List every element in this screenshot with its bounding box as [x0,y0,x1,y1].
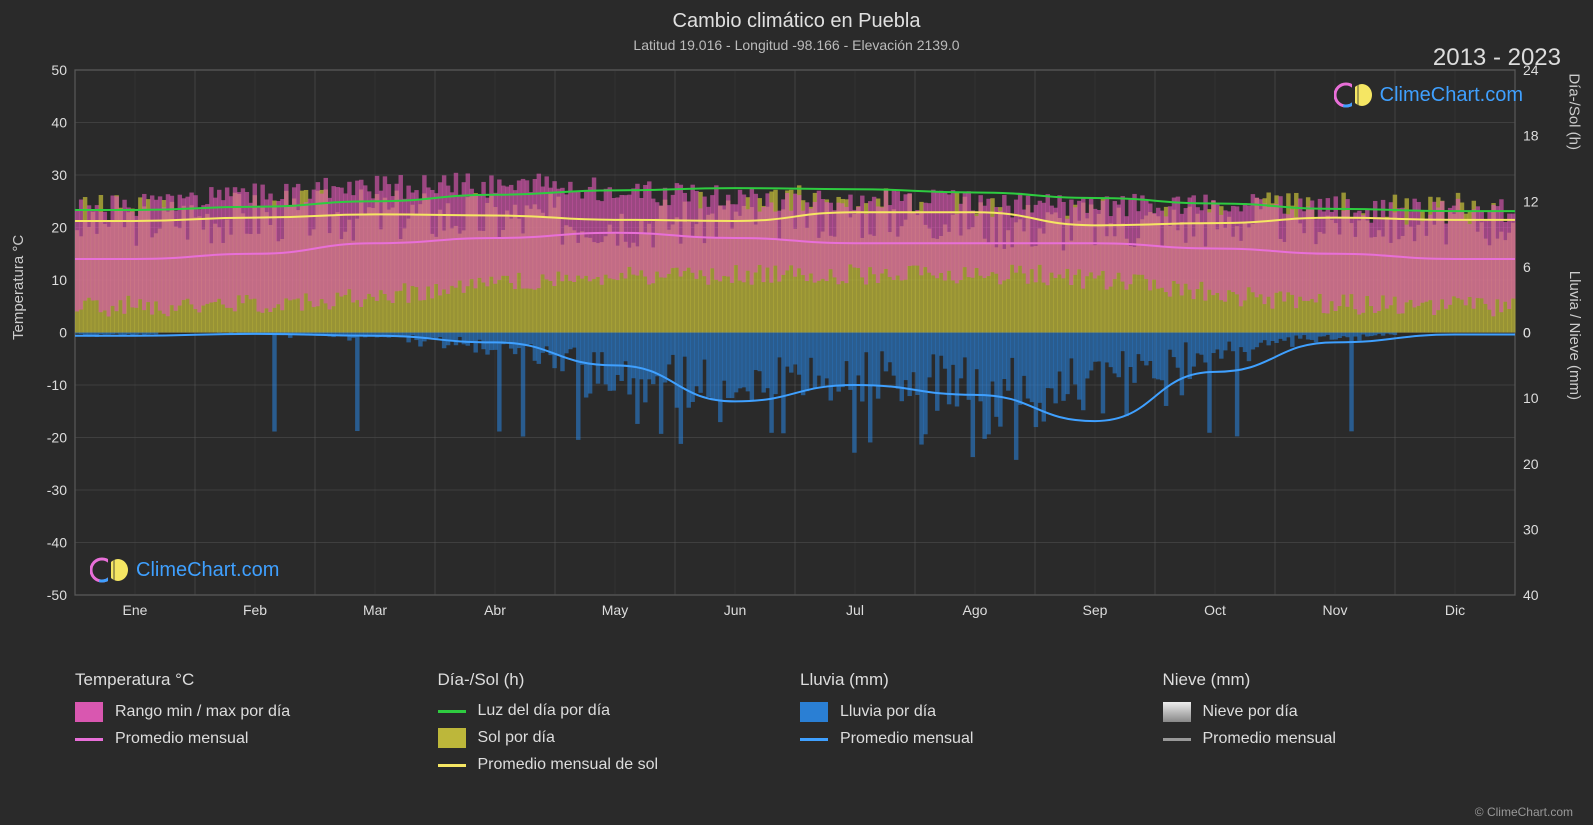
swatch-snow-avg [1163,738,1191,741]
svg-text:10: 10 [1523,390,1539,406]
svg-text:20: 20 [51,220,67,236]
svg-text:18: 18 [1523,128,1539,144]
watermark-text: ClimeChart.com [136,559,279,582]
svg-text:Ago: Ago [963,602,988,618]
svg-text:0: 0 [59,325,67,341]
swatch-daylight [438,710,466,713]
svg-text:Oct: Oct [1204,602,1226,618]
legend-item: Luz del día por día [438,702,791,720]
legend-item: Promedio mensual [1163,730,1516,748]
legend-item: Promedio mensual [800,730,1153,748]
svg-text:6: 6 [1523,259,1531,275]
watermark-top: ClimeChart.com [1334,80,1523,110]
legend-label: Promedio mensual [840,730,973,748]
logo-icon [90,555,130,585]
legend-label: Promedio mensual [1203,730,1336,748]
swatch-rain-avg [800,738,828,741]
svg-text:30: 30 [51,167,67,183]
legend-item: Lluvia por día [800,702,1153,722]
chart-svg: 50403020100-10-20-30-40-5024181260010203… [75,70,1515,625]
legend-item: Sol por día [438,728,791,748]
legend-label: Nieve por día [1203,703,1298,721]
watermark-text: ClimeChart.com [1380,84,1523,107]
legend-header-temp: Temperatura °C [75,670,428,690]
legend-label: Rango min / max por día [115,703,290,721]
svg-text:10: 10 [51,272,67,288]
legend-item: Promedio mensual de sol [438,756,791,774]
legend-header-snow: Nieve (mm) [1163,670,1516,690]
legend-label: Promedio mensual de sol [478,756,659,774]
legend-label: Sol por día [478,729,555,747]
legend-col-rain: Lluvia (mm) Lluvia por día Promedio mens… [800,670,1153,774]
legend-header-day: Día-/Sol (h) [438,670,791,690]
legend-label: Luz del día por día [478,702,611,720]
svg-text:-40: -40 [47,535,67,551]
swatch-temp-range [75,702,103,722]
legend-item: Promedio mensual [75,730,428,748]
svg-text:12: 12 [1523,193,1539,209]
svg-text:Nov: Nov [1323,602,1348,618]
y-axis-left-label: Temperatura °C [10,235,27,340]
legend-header-rain: Lluvia (mm) [800,670,1153,690]
svg-text:0: 0 [1523,325,1531,341]
legend-item: Nieve por día [1163,702,1516,722]
legend: Temperatura °C Rango min / max por día P… [75,670,1515,774]
legend-col-snow: Nieve (mm) Nieve por día Promedio mensua… [1163,670,1516,774]
svg-text:40: 40 [1523,587,1539,603]
svg-text:Mar: Mar [363,602,387,618]
svg-text:50: 50 [51,62,67,78]
svg-text:-50: -50 [47,587,67,603]
svg-text:Ene: Ene [123,602,148,618]
svg-text:30: 30 [1523,521,1539,537]
legend-item: Rango min / max por día [75,702,428,722]
y-axis-right-bottom-label: Lluvia / Nieve (mm) [1566,271,1583,400]
legend-label: Promedio mensual [115,730,248,748]
svg-text:Feb: Feb [243,602,267,618]
logo-icon [1334,80,1374,110]
svg-text:Sep: Sep [1083,602,1108,618]
legend-label: Lluvia por día [840,703,936,721]
svg-text:24: 24 [1523,62,1539,78]
svg-text:Jun: Jun [724,602,747,618]
svg-text:-30: -30 [47,482,67,498]
svg-text:-10: -10 [47,377,67,393]
svg-text:Jul: Jul [846,602,864,618]
swatch-rain [800,702,828,722]
swatch-sun [438,728,466,748]
legend-col-temp: Temperatura °C Rango min / max por día P… [75,670,428,774]
y-axis-right-top-label: Día-/Sol (h) [1566,73,1583,150]
chart-title: Cambio climático en Puebla [0,0,1593,33]
svg-text:-20: -20 [47,430,67,446]
swatch-sun-avg [438,764,466,767]
copyright: © ClimeChart.com [1475,805,1573,819]
chart-container: Cambio climático en Puebla Latitud 19.01… [0,0,1593,825]
plot-area: 50403020100-10-20-30-40-5024181260010203… [75,70,1515,625]
swatch-snow [1163,702,1191,722]
svg-text:20: 20 [1523,456,1539,472]
watermark-bottom: ClimeChart.com [90,555,279,585]
swatch-temp-avg [75,738,103,741]
svg-text:Abr: Abr [484,602,506,618]
svg-text:Dic: Dic [1445,602,1465,618]
legend-col-day: Día-/Sol (h) Luz del día por día Sol por… [438,670,791,774]
year-range: 2013 - 2023 [1433,44,1561,72]
svg-text:May: May [602,602,628,618]
svg-text:40: 40 [51,115,67,131]
chart-subtitle: Latitud 19.016 - Longitud -98.166 - Elev… [0,37,1593,53]
